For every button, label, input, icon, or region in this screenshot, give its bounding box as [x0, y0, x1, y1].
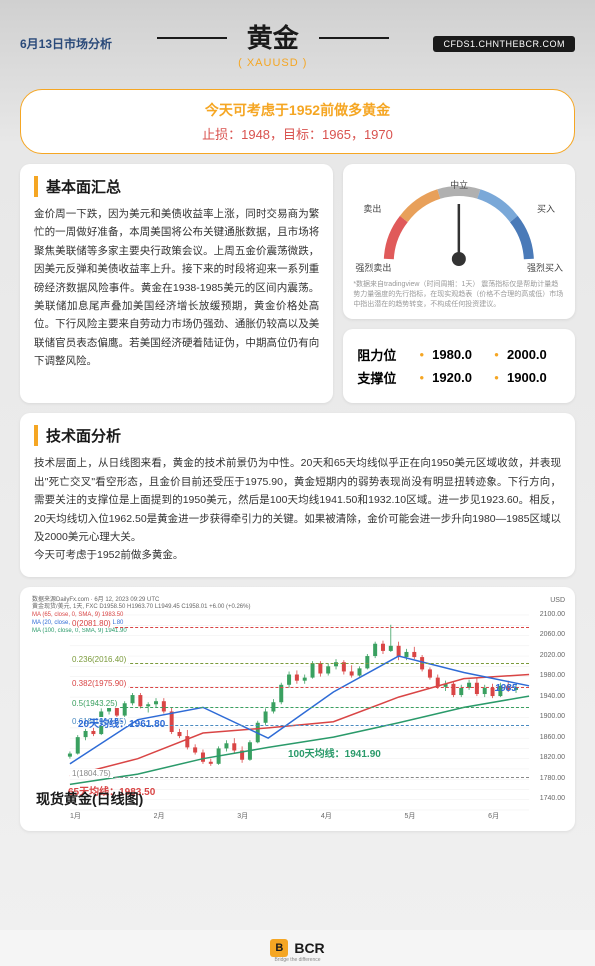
resistance-label: 阻力位	[357, 345, 411, 364]
yaxis-tick: 2020.00	[540, 652, 565, 659]
yaxis-tick: 2100.00	[540, 611, 565, 618]
footer-logo-icon: B	[270, 939, 288, 957]
gauge-label-strong-sell: 强烈卖出	[355, 261, 391, 274]
price-chart: 数据来源DailyFx.com · 6月 12, 2023 09:29 UTC …	[28, 595, 567, 823]
xaxis-tick: 1月	[70, 811, 81, 821]
gauge-label-strong-buy: 强烈买入	[527, 261, 563, 274]
chart-info-2: 黄金现货/美元, 1天, FXC D1958.50 H1963.70 L1949…	[32, 604, 250, 612]
resistance-row: 阻力位 ● 1980.0 ● 2000.0	[357, 345, 561, 364]
xaxis-tick: 3月	[237, 811, 248, 821]
yaxis-tick: 1980.00	[540, 672, 565, 679]
xaxis-tick: 6月	[488, 811, 499, 821]
gauge-label-neutral: 中立	[450, 178, 468, 191]
resistance-val-2: 2000.0	[507, 347, 561, 362]
fundamental-title: 基本面汇总	[34, 176, 319, 197]
fib-line: 0(2081.80)	[70, 627, 529, 628]
yaxis-tick: 1740.00	[540, 795, 565, 802]
fib-line: 0.5(1943.25)	[70, 707, 529, 708]
support-val-2: 1900.0	[507, 370, 561, 385]
trade-summary-box: 今天可考虑于1952前做多黄金 止损：1948，目标：1965，1970	[20, 89, 575, 154]
support-row: 支撑位 ● 1920.0 ● 1900.0	[357, 368, 561, 387]
levels-card: 阻力位 ● 1980.0 ● 2000.0 支撑位 ● 1920.0 ● 190…	[343, 329, 575, 403]
dot-icon: ●	[494, 373, 499, 382]
right-column: 中立 卖出 买入 强烈卖出 强烈买入 *数据来自tradingview（时间周期…	[343, 164, 575, 403]
fib-label: 1(1804.75)	[70, 769, 113, 778]
header-center: 黄金 ( XAUUSD )	[112, 18, 433, 69]
page-subtitle: ( XAUUSD )	[112, 57, 433, 69]
technical-title: 技术面分析	[34, 425, 561, 446]
summary-line1: 今天可考虑于1952前做多黄金	[37, 100, 558, 120]
technical-body2: 今天可考虑于1952前做多黄金。	[34, 546, 561, 564]
fundamental-body: 金价周一下跌，因为美元和美债收益率上涨，同时交易商为繁忙的一周做好准备，本周美国…	[34, 205, 319, 370]
footer: B BCR Bridge the difference	[0, 930, 595, 966]
fib-label: 0(2081.80)	[70, 619, 113, 628]
footer-brand: BCR	[294, 940, 324, 956]
dot-icon: ●	[494, 350, 499, 359]
sentiment-gauge: 中立 卖出 买入 强烈卖出 强烈买入	[353, 174, 565, 274]
fundamental-card: 基本面汇总 金价周一下跌，因为美元和美债收益率上涨，同时交易商为繁忙的一周做好准…	[20, 164, 333, 403]
chart-card: 数据来源DailyFx.com · 6月 12, 2023 09:29 UTC …	[20, 587, 575, 831]
summary-line2: 止损：1948，目标：1965，1970	[37, 124, 558, 143]
date-label: 6月13日市场分析	[20, 35, 112, 52]
gauge-label-buy: 买入	[537, 202, 555, 215]
fib-label: 0.236(2016.40)	[70, 655, 128, 664]
fib-line: 1(1804.75)	[70, 777, 529, 778]
page-title: 黄金	[227, 18, 319, 55]
fib-label: 0.5(1943.25)	[70, 699, 119, 708]
xaxis-tick: 4月	[321, 811, 332, 821]
dot-icon: ●	[419, 373, 424, 382]
xaxis-tick: 5月	[405, 811, 416, 821]
gauge-note: *数据来自tradingview（时间周期：1天） 震荡指标仅是帮助计量趋势力量…	[353, 280, 565, 309]
support-val-1: 1920.0	[432, 370, 486, 385]
yaxis-tick: 1940.00	[540, 693, 565, 700]
xaxis-tick: 2月	[154, 811, 165, 821]
dot-icon: ●	[419, 350, 424, 359]
yaxis-unit: USD	[550, 597, 565, 604]
gauge-label-sell: 卖出	[363, 202, 381, 215]
anno-target: 1985	[495, 683, 517, 694]
chart-info-5: MA (100, close, 0, SMA, 9) 1941.90	[32, 628, 250, 636]
anno-ma20: 20天均线：1961.80	[78, 715, 165, 730]
yaxis-tick: 1820.00	[540, 754, 565, 761]
sentiment-gauge-card: 中立 卖出 买入 强烈卖出 强烈买入 *数据来自tradingview（时间周期…	[343, 164, 575, 319]
fib-line: 0.382(1975.90)	[70, 687, 529, 688]
technical-card: 技术面分析 技术层面上，从日线图来看，黄金的技术前景仍为中性。20天和65天均线…	[20, 413, 575, 576]
fib-line: 0.236(2016.40)	[70, 663, 529, 664]
resistance-val-1: 1980.0	[432, 347, 486, 362]
source-url-badge: CFDS1.CHNTHEBCR.COM	[433, 36, 575, 52]
yaxis-tick: 2060.00	[540, 631, 565, 638]
header: 6月13日市场分析 黄金 ( XAUUSD ) CFDS1.CHNTHEBCR.…	[0, 0, 595, 75]
support-label: 支撑位	[357, 368, 411, 387]
chart-info-3: MA (65, close, 0, SMA, 9) 1983.50	[32, 612, 250, 620]
yaxis-tick: 1860.00	[540, 734, 565, 741]
chart-title: 现货黄金(日线图)	[36, 789, 143, 809]
yaxis-tick: 1780.00	[540, 775, 565, 782]
yaxis-tick: 1900.00	[540, 713, 565, 720]
chart-source-info: 数据来源DailyFx.com · 6月 12, 2023 09:29 UTC …	[32, 597, 250, 636]
anno-ma100: 100天均线：1941.90	[288, 745, 381, 760]
footer-tagline: Bridge the difference	[274, 957, 320, 963]
fib-label: 0.382(1975.90)	[70, 679, 128, 688]
technical-body: 技术层面上，从日线图来看，黄金的技术前景仍为中性。20天和65天均线似乎正在向1…	[34, 454, 561, 546]
content-row: 基本面汇总 金价周一下跌，因为美元和美债收益率上涨，同时交易商为繁忙的一周做好准…	[0, 164, 595, 403]
